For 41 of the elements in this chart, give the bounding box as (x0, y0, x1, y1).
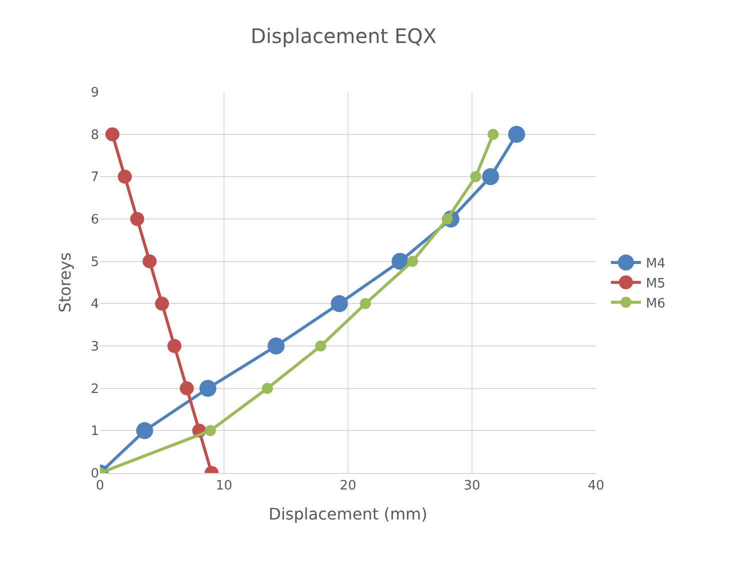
point (167, 339, 182, 353)
y-tick-label: 0 (90, 466, 99, 482)
point (360, 298, 371, 310)
point (262, 382, 273, 394)
point (268, 338, 285, 354)
y-tick-label: 1 (90, 424, 99, 440)
x-axis-title: Displacement (mm) (268, 504, 428, 524)
point (130, 212, 144, 226)
point (204, 425, 216, 436)
point (118, 170, 132, 184)
legend-label: M6 (646, 296, 666, 312)
legend-label: M5 (646, 276, 666, 292)
point (470, 171, 482, 182)
x-tick-label: 30 (464, 478, 480, 494)
y-tick-label: 8 (90, 128, 99, 143)
point (142, 254, 157, 268)
chart-title: Displacement EQX (250, 24, 437, 48)
point (392, 252, 409, 270)
point (136, 422, 154, 440)
x-tick-label: 20 (340, 478, 356, 494)
y-axis-title: Storeys (56, 252, 75, 313)
point (155, 296, 169, 311)
y-tick-label: 6 (90, 212, 99, 228)
point (330, 295, 348, 312)
point (406, 256, 418, 267)
point (315, 340, 326, 352)
y-tick-label: 9 (90, 86, 99, 101)
y-tick-label: 3 (90, 340, 99, 355)
x-tick-label: 40 (588, 478, 604, 494)
y-tick-label: 5 (90, 254, 99, 270)
y-tick-label: 2 (90, 382, 99, 397)
point (199, 380, 216, 397)
point (488, 128, 499, 140)
legend-label: M4 (646, 256, 666, 272)
y-tick-label: 4 (90, 297, 99, 312)
x-tick-label: 10 (216, 478, 232, 494)
point (482, 168, 500, 186)
point (508, 126, 526, 143)
point (105, 127, 120, 142)
point (180, 381, 194, 396)
y-tick-label: 7 (90, 170, 99, 186)
